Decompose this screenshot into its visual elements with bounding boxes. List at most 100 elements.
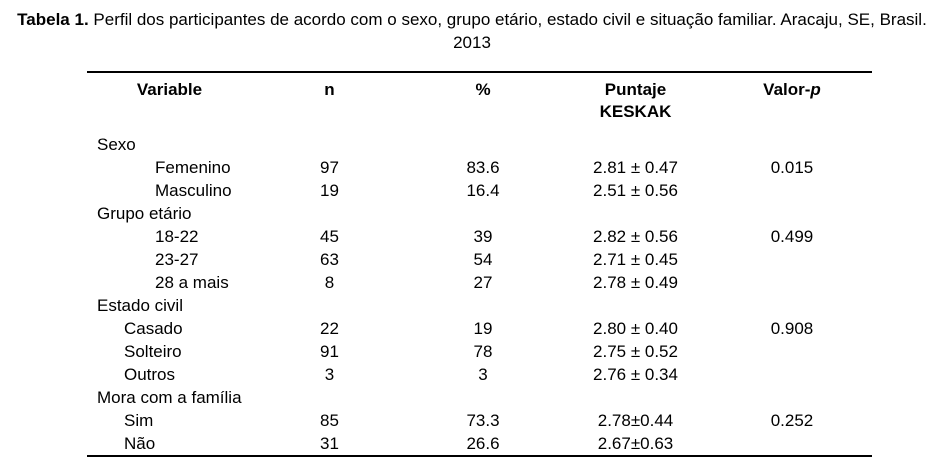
cell-p: 0.908 — [770, 319, 814, 338]
cell-n — [252, 202, 407, 225]
table-row-casado: Casado 22 19 2.80 ± 0.40 0.908 — [87, 317, 872, 340]
cell-n: 85 — [320, 411, 339, 430]
col-header-pvalue-prefix: Valor- — [763, 80, 811, 99]
cell-score: 2.78±0.44 — [597, 411, 674, 430]
col-header-score-line1: Puntaje — [604, 80, 667, 99]
col-header-score-line2: KESKAK — [599, 102, 672, 121]
cell-n: 8 — [324, 273, 335, 292]
table-row-section-sexo: Sexo — [87, 133, 872, 156]
cell-p — [712, 340, 872, 363]
cell-p: 0.252 — [770, 411, 814, 430]
cell-n — [252, 294, 407, 317]
table-row-outros: Outros 3 3 2.76 ± 0.34 — [87, 363, 872, 386]
cell-variable: Outros — [124, 365, 176, 384]
cell-variable: Solteiro — [124, 342, 182, 361]
cell-variable: Sim — [124, 411, 154, 430]
table-row-28-a-mais: 28 a mais 8 27 2.78 ± 0.49 — [87, 271, 872, 294]
table-row-masculino: Masculino 19 16.4 2.51 ± 0.56 — [87, 179, 872, 202]
cell-n: 3 — [324, 365, 335, 384]
cell-pct: 73.3 — [466, 411, 500, 430]
cell-p — [712, 386, 872, 409]
cell-variable: Femenino — [155, 158, 231, 177]
header-row: Variable n % Puntaje KESKAK Valor-p — [87, 72, 872, 133]
cell-score — [559, 386, 712, 409]
cell-score: 2.76 ± 0.34 — [593, 365, 678, 384]
table-row-section-mora-familia: Mora com a família — [87, 386, 872, 409]
cell-p — [712, 179, 872, 202]
cell-variable: Não — [124, 434, 156, 453]
cell-p — [712, 294, 872, 317]
cell-variable: Grupo etário — [97, 204, 192, 223]
table-row-sim: Sim 85 73.3 2.78±0.44 0.252 — [87, 409, 872, 432]
cell-n: 97 — [320, 158, 339, 177]
cell-variable: 28 a mais — [155, 273, 229, 292]
table-row-nao: Não 31 26.6 2.67±0.63 — [87, 432, 872, 456]
cell-pct — [407, 202, 559, 225]
cell-pct: 26.6 — [466, 434, 500, 453]
cell-n: 45 — [320, 227, 339, 246]
cell-pct: 27 — [473, 273, 493, 292]
col-header-variable: Variable — [136, 80, 203, 99]
cell-score — [559, 202, 712, 225]
cell-p — [712, 133, 872, 156]
caption-year: 2013 — [453, 33, 491, 52]
cell-pct: 16.4 — [466, 181, 500, 200]
col-header-pvalue-symbol: p — [810, 80, 821, 99]
cell-score: 2.75 ± 0.52 — [593, 342, 678, 361]
cell-pct: 78 — [473, 342, 493, 361]
cell-n: 63 — [320, 250, 339, 269]
cell-variable: Estado civil — [97, 296, 183, 315]
caption-text: Perfil dos participantes de acordo com o… — [88, 10, 927, 29]
cell-p — [712, 271, 872, 294]
caption-table-number: Tabela 1. — [17, 10, 89, 29]
cell-pct: 83.6 — [466, 158, 500, 177]
cell-pct: 39 — [473, 227, 493, 246]
cell-variable: Sexo — [97, 135, 136, 154]
cell-p: 0.499 — [770, 227, 814, 246]
participants-profile-table: Variable n % Puntaje KESKAK Valor-p Sexo… — [87, 71, 872, 457]
cell-score — [559, 133, 712, 156]
cell-p — [712, 248, 872, 271]
cell-score: 2.51 ± 0.56 — [593, 181, 678, 200]
cell-n: 31 — [320, 434, 339, 453]
cell-variable: 18-22 — [155, 227, 199, 246]
table-body: Sexo Femenino 97 83.6 2.81 ± 0.47 0.015 … — [87, 133, 872, 456]
cell-pct — [407, 133, 559, 156]
table-row-23-27: 23-27 63 54 2.71 ± 0.45 — [87, 248, 872, 271]
table-row-femenino: Femenino 97 83.6 2.81 ± 0.47 0.015 — [87, 156, 872, 179]
cell-n — [252, 133, 407, 156]
cell-score: 2.80 ± 0.40 — [593, 319, 678, 338]
cell-p — [712, 202, 872, 225]
cell-n: 19 — [320, 181, 339, 200]
cell-pct: 54 — [473, 250, 493, 269]
cell-pct — [407, 386, 559, 409]
col-header-n: n — [324, 80, 335, 99]
cell-p — [712, 363, 872, 386]
cell-score — [559, 294, 712, 317]
cell-pct: 3 — [478, 365, 488, 384]
cell-variable: Casado — [124, 319, 183, 338]
col-header-pvalue: Valor-p — [712, 72, 872, 133]
cell-score: 2.81 ± 0.47 — [593, 158, 678, 177]
cell-score: 2.71 ± 0.45 — [593, 250, 678, 269]
table-caption: Tabela 1. Perfil dos participantes de ac… — [0, 8, 944, 54]
table-row-section-grupo-etario: Grupo etário — [87, 202, 872, 225]
table-header: Variable n % Puntaje KESKAK Valor-p — [87, 72, 872, 133]
cell-variable: Masculino — [155, 181, 232, 200]
col-header-pct: % — [475, 80, 491, 99]
table-row-18-22: 18-22 45 39 2.82 ± 0.56 0.499 — [87, 225, 872, 248]
cell-n — [252, 386, 407, 409]
table-row-solteiro: Solteiro 91 78 2.75 ± 0.52 — [87, 340, 872, 363]
table-row-section-estado-civil: Estado civil — [87, 294, 872, 317]
col-header-score: Puntaje KESKAK — [559, 72, 712, 133]
cell-pct — [407, 294, 559, 317]
cell-n: 22 — [320, 319, 339, 338]
cell-variable: Mora com a família — [97, 388, 242, 407]
cell-p — [712, 432, 872, 456]
cell-score: 2.67±0.63 — [597, 434, 674, 453]
cell-score: 2.78 ± 0.49 — [593, 273, 678, 292]
cell-n: 91 — [320, 342, 339, 361]
cell-pct: 19 — [473, 319, 493, 338]
cell-score: 2.82 ± 0.56 — [593, 227, 678, 246]
cell-variable: 23-27 — [155, 250, 199, 269]
